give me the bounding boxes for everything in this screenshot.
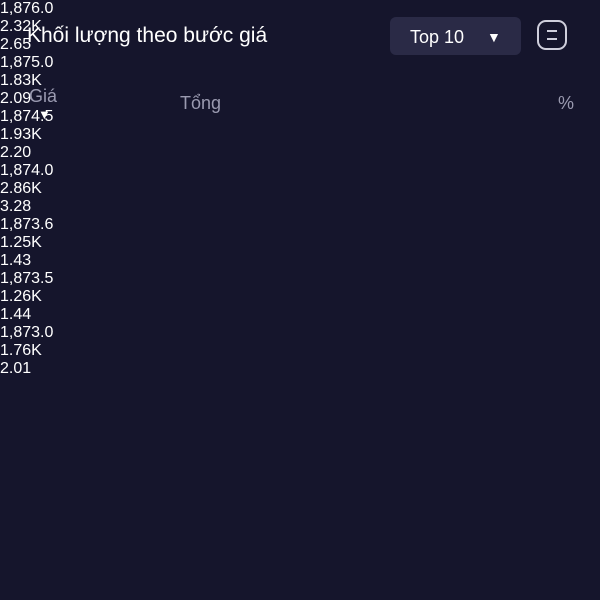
total: 1.26K xyxy=(0,288,42,305)
pct: 1.44 xyxy=(0,306,32,323)
pct: 2.01 xyxy=(0,360,32,377)
row: 1,875.0 1.83K 2.09 xyxy=(0,54,600,108)
total: 2.32K xyxy=(0,18,42,35)
total-header: Tổng xyxy=(180,93,222,113)
price: 1,875.0 xyxy=(0,54,54,71)
price: 1,874.0 xyxy=(0,162,54,179)
price-header[interactable]: Giá xyxy=(29,86,58,106)
row: 1,874.5 1.93K 2.20 xyxy=(0,108,600,162)
dropdown-label: Top 10 xyxy=(410,27,465,47)
title: Khối lượng theo bước giá xyxy=(27,24,268,47)
row: 1,874.0 2.86K 3.28 xyxy=(0,162,600,216)
row: 1,873.6 1.25K 1.43 xyxy=(0,216,600,270)
row: 1,873.0 1.76K 2.01 xyxy=(0,324,600,378)
sort-arrow: ▼ xyxy=(38,107,51,122)
total: 1.83K xyxy=(0,72,42,89)
price: 1,873.5 xyxy=(0,270,54,287)
price: 1,876.0 xyxy=(0,0,54,17)
pct: 2.09 xyxy=(0,90,32,107)
pct: 2.20 xyxy=(0,144,32,161)
total: 1.25K xyxy=(0,234,42,251)
row: 1,876.0 2.32K 2.65 xyxy=(0,0,600,54)
dropdown-arrow: ▼ xyxy=(487,29,501,45)
price: 1,873.6 xyxy=(0,216,54,233)
price: 1,874.5 xyxy=(0,108,54,125)
total: 1.76K xyxy=(0,342,42,359)
dropdown[interactable]: Top 10 ▼ xyxy=(390,17,521,55)
price: 1,873.0 xyxy=(0,324,54,341)
total: 2.86K xyxy=(0,180,42,197)
pct: 1.43 xyxy=(0,252,32,269)
percent-header: % xyxy=(558,93,575,113)
menu-button[interactable] xyxy=(537,20,567,50)
row: 1,873.5 1.26K 1.44 xyxy=(0,270,600,324)
pct: 2.65 xyxy=(0,36,32,53)
total: 1.93K xyxy=(0,126,42,143)
pct: 3.28 xyxy=(0,198,32,215)
rows: 1,876.0 2.32K 2.65 1,875.0 1.83K 2.09 1,874.5 1… xyxy=(0,0,600,378)
